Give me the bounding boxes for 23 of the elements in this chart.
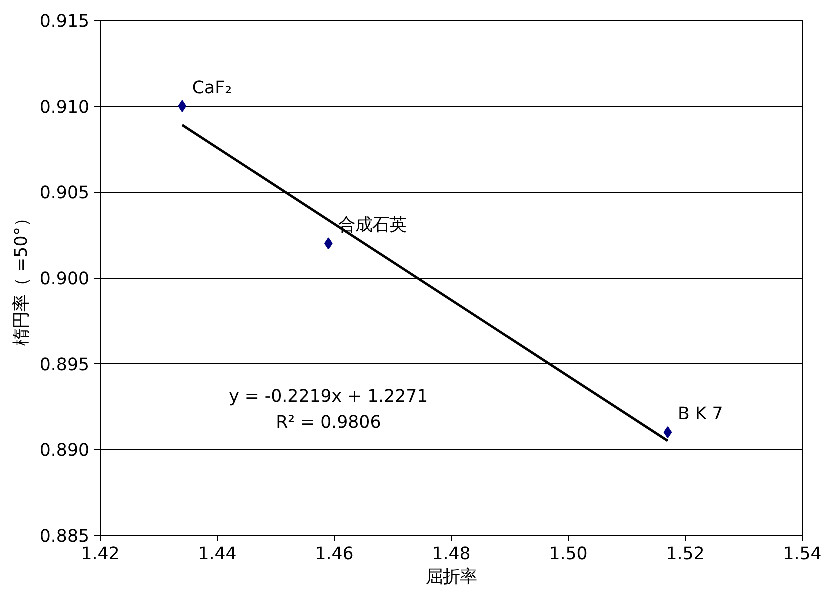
point xyxy=(178,100,187,112)
y-tick-label: 0.895 xyxy=(40,355,90,376)
y-tick-label: 0.885 xyxy=(40,527,90,547)
y-tick-label: 0.905 xyxy=(40,184,90,204)
y-tick-label: 0.915 xyxy=(40,12,90,32)
annotation: B K 7 xyxy=(678,404,724,424)
x-tick-label: 1.42 xyxy=(81,544,120,564)
annotation: y = -0.2219x + 1.2271 xyxy=(229,386,428,407)
point xyxy=(324,238,333,250)
x-tick-label: 1.50 xyxy=(549,544,588,564)
x-tick-label: 1.46 xyxy=(315,544,354,564)
x-tick-label: 1.44 xyxy=(198,544,237,564)
annotation: R² = 0.9806 xyxy=(276,412,382,433)
annotation: CaF₂ xyxy=(192,78,232,98)
y-axis-title: 楕円率（ =50°） xyxy=(12,210,32,346)
y-tick-label: 0.900 xyxy=(40,270,90,290)
y-tick-label: 0.910 xyxy=(40,98,90,118)
point xyxy=(664,426,672,438)
x-tick-label: 1.48 xyxy=(432,544,471,564)
x-tick-label: 1.54 xyxy=(783,544,822,564)
y-tick-label: 0.890 xyxy=(40,441,90,462)
x-tick-label: 1.52 xyxy=(666,544,705,564)
x-axis-title: 屈折率 xyxy=(426,568,477,588)
